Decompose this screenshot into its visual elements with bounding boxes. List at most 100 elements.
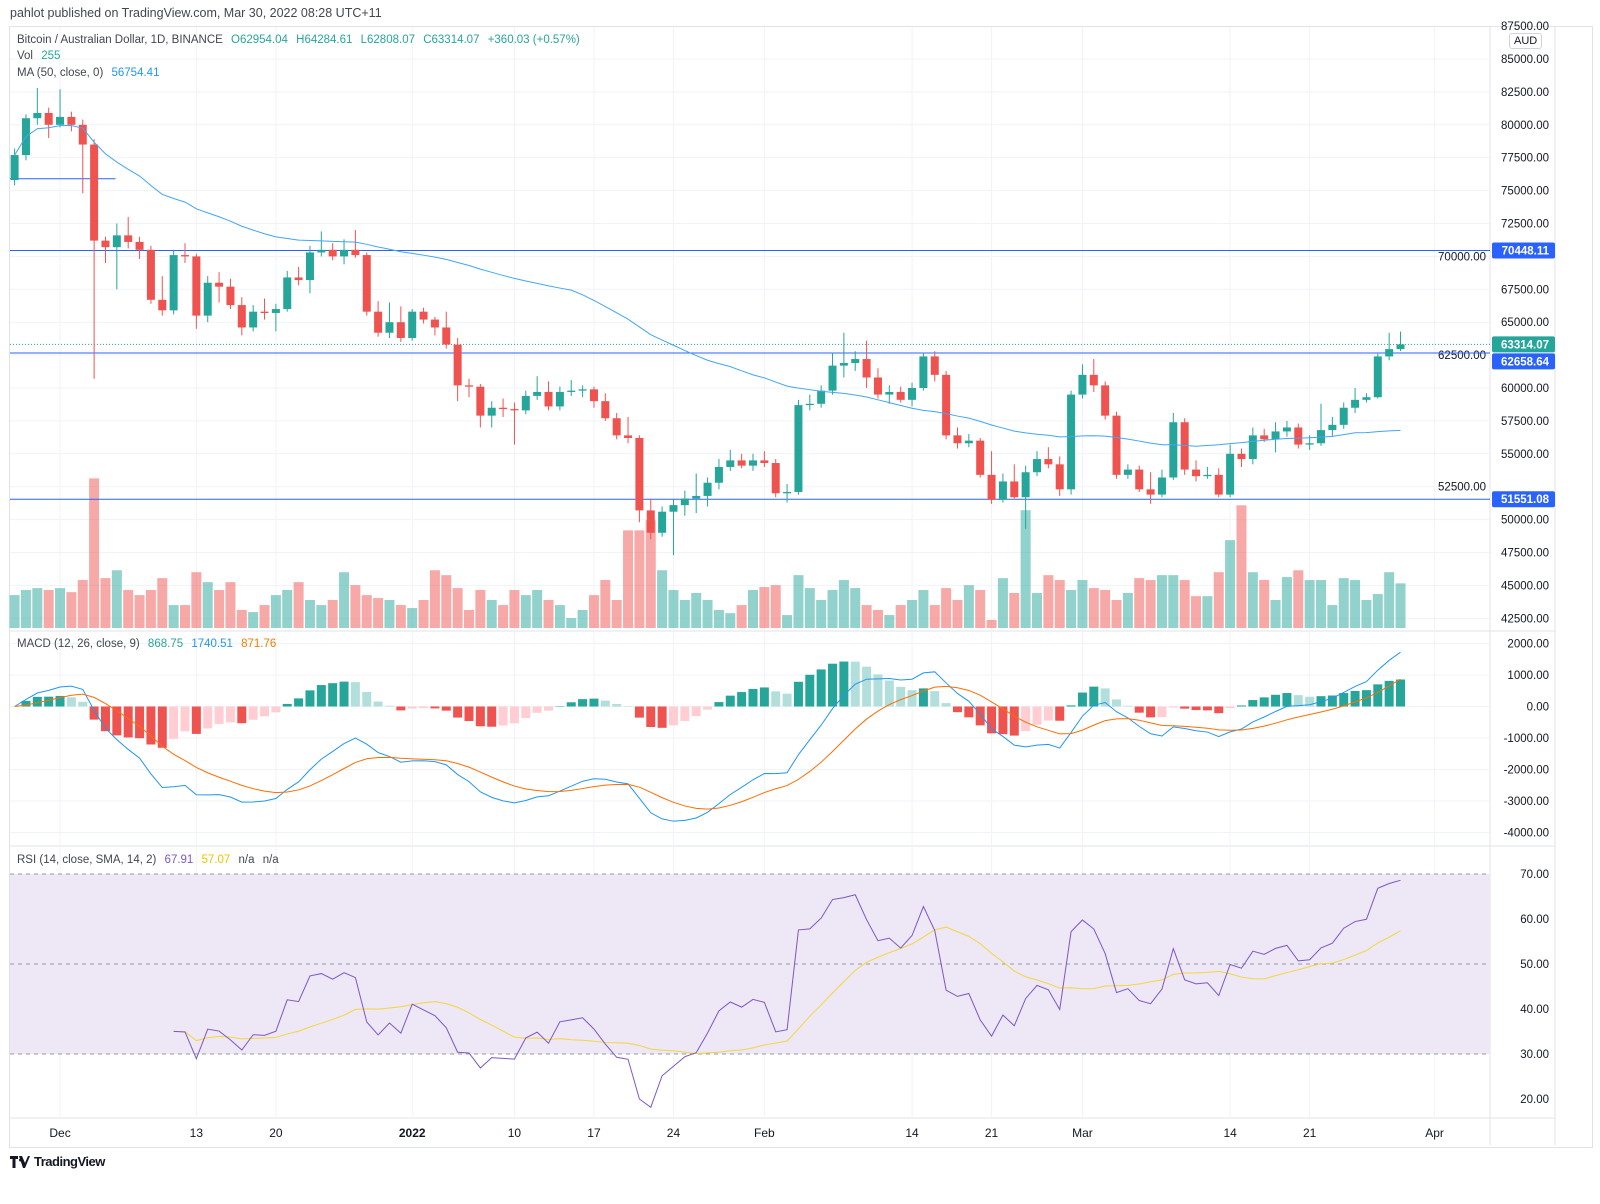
published-caption: pahlot published on TradingView.com, Mar… xyxy=(10,6,382,20)
level-price-tag xyxy=(1492,491,1555,508)
rsi-ma-value: 57.07 xyxy=(201,854,231,866)
macd-histogram-bar xyxy=(214,706,224,724)
high-value: H64284.61 xyxy=(296,34,353,46)
volume-label[interactable]: Vol xyxy=(17,50,33,62)
volume-bar xyxy=(713,609,724,628)
candle-body xyxy=(987,474,996,500)
macd-histogram-bar xyxy=(32,696,42,707)
candle-body xyxy=(714,466,723,483)
candle-body xyxy=(192,256,201,316)
macd-histogram-bar xyxy=(464,706,474,722)
candle-body xyxy=(851,359,860,363)
rsi-label[interactable]: RSI (14, close, SMA, 14, 2) xyxy=(17,854,157,866)
candle-body xyxy=(760,460,769,464)
time-axis-label: 2022 xyxy=(399,1126,426,1140)
macd-histogram-bar xyxy=(1100,688,1110,707)
macd-histogram-bar xyxy=(759,687,769,707)
macd-histogram-bar xyxy=(782,693,792,707)
macd-histogram-bar xyxy=(532,706,542,713)
price-axis-label: 72500.00 xyxy=(1501,219,1549,231)
volume-bar xyxy=(111,570,122,628)
macd-histogram-bar xyxy=(384,705,394,707)
tradingview-logo-icon xyxy=(10,1155,30,1168)
volume-bar xyxy=(157,578,168,628)
last-price-label: 63314.07 xyxy=(1501,339,1549,351)
candle-body xyxy=(374,311,383,333)
ma-label[interactable]: MA (50, close, 0) xyxy=(17,67,104,79)
candle-body xyxy=(260,311,269,313)
macd-histogram-bar xyxy=(612,704,622,707)
price-axis-label: 80000.00 xyxy=(1501,120,1549,132)
macd-histogram-bar xyxy=(1180,706,1190,709)
time-axis-label: Mar xyxy=(1072,1126,1093,1140)
candle-body xyxy=(510,409,519,411)
rsi-value: 67.91 xyxy=(164,854,194,866)
ma-value: 56754.41 xyxy=(111,67,160,79)
volume-bar xyxy=(1384,572,1395,628)
candle-body xyxy=(90,144,99,241)
candle-body xyxy=(749,460,757,466)
macd-histogram-bar xyxy=(441,706,451,711)
volume-bar xyxy=(816,600,827,628)
macd-histogram-bar xyxy=(1077,692,1087,707)
candle-body xyxy=(964,440,973,444)
rsi-axis-label: 40.00 xyxy=(1520,1004,1549,1016)
macd-histogram-bar xyxy=(225,706,235,723)
macd-legend: MACD (12, 26, close, 9) 868.75 1740.51 8… xyxy=(17,638,281,650)
currency-button[interactable]: AUD xyxy=(1509,33,1543,49)
macd-histogram-bar xyxy=(328,683,338,707)
volume-bar xyxy=(1179,580,1190,628)
volume-bar xyxy=(827,590,838,628)
macd-histogram-bar xyxy=(203,706,213,729)
volume-bar xyxy=(657,570,668,628)
candle-body xyxy=(33,112,42,119)
candle-body xyxy=(555,391,564,407)
symbol-title[interactable]: Bitcoin / Australian Dollar, 1D, BINANCE xyxy=(17,34,223,46)
volume-bar xyxy=(66,592,77,628)
macd-histogram-bar xyxy=(1202,706,1212,711)
volume-bar xyxy=(918,590,929,628)
volume-bar xyxy=(895,605,906,628)
volume-bar xyxy=(270,595,281,628)
macd-histogram-bar xyxy=(1350,690,1360,707)
volume-bar xyxy=(929,605,940,628)
volume-bar xyxy=(1293,570,1304,628)
candle-body xyxy=(78,124,87,145)
candle-body xyxy=(476,386,485,416)
volume-bar xyxy=(543,600,554,628)
candle-body xyxy=(942,374,951,436)
candle-body xyxy=(567,390,576,392)
level-price-tag xyxy=(1492,353,1555,370)
macd-histogram-bar xyxy=(66,697,76,707)
rsi-axis-label: 30.00 xyxy=(1520,1049,1549,1061)
candle-body xyxy=(930,356,939,375)
tradingview-logo[interactable]: TradingView xyxy=(10,1154,105,1169)
volume-bar xyxy=(134,595,145,628)
candle-body xyxy=(908,388,917,400)
macd-histogram-bar xyxy=(975,706,985,726)
rsi-na-2: n/a xyxy=(262,854,279,866)
macd-label[interactable]: MACD (12, 26, close, 9) xyxy=(17,638,140,650)
open-value: O62954.04 xyxy=(231,34,288,46)
price-axis-label: 52500.00 xyxy=(1438,482,1486,494)
macd-histogram-bar xyxy=(1043,706,1053,721)
volume-bar xyxy=(225,582,236,628)
candle-body xyxy=(1294,427,1303,445)
macd-histogram-bar xyxy=(248,706,258,720)
volume-bar xyxy=(339,572,350,628)
volume-bar xyxy=(1122,593,1133,628)
volume-bar xyxy=(429,570,440,628)
macd-histogram-bar xyxy=(1293,695,1303,707)
macd-histogram-bar xyxy=(282,703,292,707)
candle-body xyxy=(249,311,258,328)
macd-histogram-bar xyxy=(373,701,383,707)
macd-histogram-bar xyxy=(180,706,190,732)
volume-bar xyxy=(464,609,474,628)
macd-histogram-bar xyxy=(1373,684,1383,707)
volume-bar xyxy=(168,605,179,628)
macd-line xyxy=(14,651,1401,822)
macd-histogram-bar xyxy=(112,706,122,736)
macd-histogram-bar xyxy=(1225,706,1235,709)
macd-histogram-bar xyxy=(1134,706,1144,713)
